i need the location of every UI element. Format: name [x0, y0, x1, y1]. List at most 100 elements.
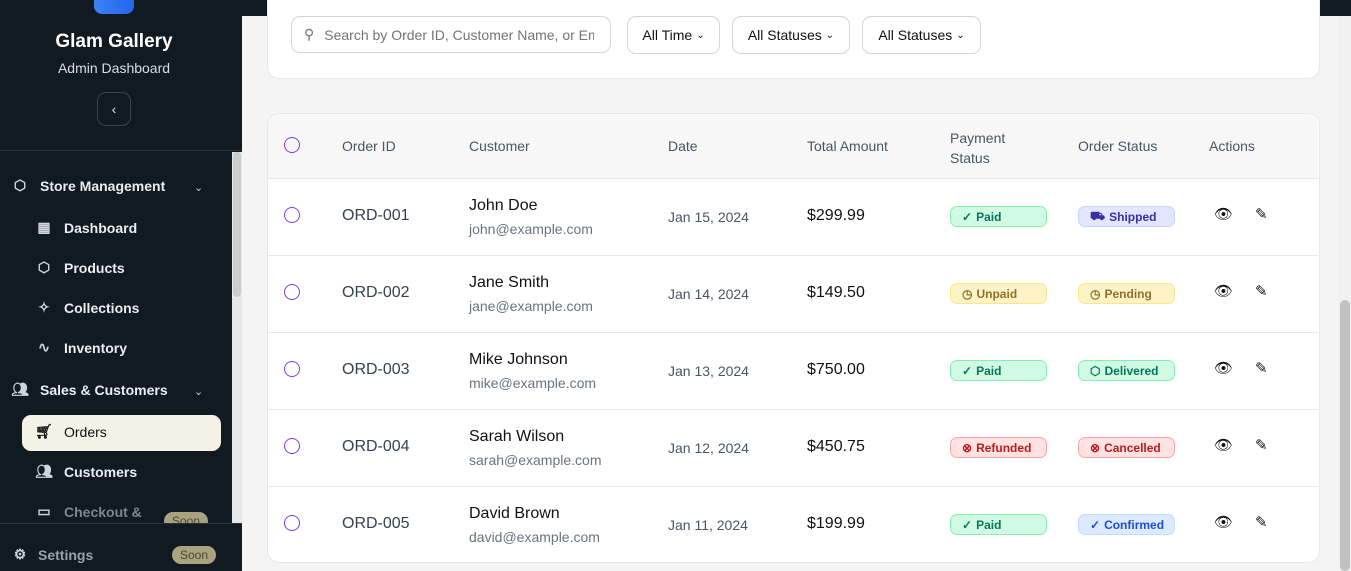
table-row[interactable]: ORD-002 Jane Smith jane@example.com Jan … — [268, 255, 1318, 332]
chevron-down-icon[interactable]: ⌄ — [194, 386, 204, 398]
brand-subtitle: Admin Dashboard — [57, 60, 171, 76]
customer-name: Mike Johnson — [469, 351, 568, 368]
box-icon: ⬡ — [13, 177, 27, 193]
search-input[interactable] — [324, 26, 595, 43]
sidebar-scrollbar[interactable] — [232, 152, 242, 524]
row-checkbox[interactable] — [284, 284, 300, 300]
edit-icon[interactable]: ✎ — [1255, 514, 1268, 531]
status-icon: ✓ — [962, 209, 973, 224]
badge-label: Delivered — [1104, 363, 1159, 378]
badge-label: Confirmed — [1104, 517, 1165, 532]
table-row[interactable]: ORD-005 David Brown david@example.com Ja… — [268, 486, 1318, 563]
sidebar-item-customers[interactable]: 👥︎ Customers — [34, 463, 137, 480]
nav-group-store-management[interactable]: ⬡ Store Management — [10, 177, 165, 194]
activity-icon: ∿ — [38, 339, 50, 355]
badge-label: Shipped — [1109, 209, 1157, 224]
row-checkbox[interactable] — [284, 438, 300, 454]
header-payment-status[interactable]: Payment Status — [950, 130, 1006, 166]
row-checkbox[interactable] — [284, 361, 300, 377]
row-checkbox[interactable] — [284, 207, 300, 223]
sidebar-item-settings[interactable]: ⚙ Settings — [10, 546, 94, 563]
edit-icon[interactable]: ✎ — [1255, 437, 1268, 454]
sparkles-icon: ✧ — [38, 299, 50, 315]
payment-status-filter-select[interactable]: All Statuses ⌄ — [732, 16, 850, 54]
view-eye-icon[interactable]: 👁︎ — [1214, 437, 1234, 454]
chevron-down-icon[interactable]: ⌄ — [194, 182, 204, 194]
order-id[interactable]: ORD-005 — [342, 515, 410, 532]
status-icon: ⬡ — [1090, 363, 1101, 378]
sidebar-item-collections[interactable]: ✧ Collections — [34, 299, 139, 316]
table-row[interactable]: ORD-001 John Doe john@example.com Jan 15… — [268, 178, 1318, 255]
status-icon: ✓ — [962, 363, 973, 378]
status-icon: ◷ — [962, 286, 973, 301]
brand-name: Glam Gallery — [55, 31, 173, 52]
badge-label: Paid — [976, 517, 1002, 532]
customer-name: John Doe — [469, 197, 538, 214]
header-total[interactable]: Total Amount — [807, 138, 888, 154]
table-header: Order ID Customer Date Total Amount Paym… — [268, 114, 1318, 178]
order-id[interactable]: ORD-003 — [342, 361, 410, 378]
select-value: All Statuses — [878, 27, 953, 43]
header-order-status[interactable]: Order Status — [1078, 138, 1158, 154]
header-order-id[interactable]: Order ID — [342, 138, 396, 154]
total-amount: $149.50 — [807, 284, 865, 301]
header-actions: Actions — [1209, 138, 1255, 154]
header-customer[interactable]: Customer — [469, 138, 530, 154]
sidebar-item-orders[interactable]: 🛒︎ Orders — [34, 423, 107, 440]
collapse-sidebar-button[interactable]: ‹ — [97, 92, 131, 126]
order-date: Jan 14, 2024 — [668, 286, 749, 302]
sidebar-item-checkout[interactable]: ▭ Checkout & — [34, 503, 141, 520]
order-date: Jan 15, 2024 — [668, 209, 749, 225]
row-checkbox[interactable] — [284, 515, 300, 531]
order-id[interactable]: ORD-001 — [342, 207, 410, 224]
sidebar: Glam Gallery Admin Dashboard ‹ ⬡ Store Ma… — [0, 0, 242, 571]
order-id[interactable]: ORD-004 — [342, 438, 410, 455]
order-date: Jan 11, 2024 — [668, 517, 748, 533]
order-date: Jan 12, 2024 — [668, 440, 749, 456]
view-eye-icon[interactable]: 👁︎ — [1214, 360, 1234, 377]
sidebar-item-inventory[interactable]: ∿ Inventory — [34, 339, 127, 356]
edit-icon[interactable]: ✎ — [1255, 360, 1268, 377]
payment-status-badge: ✓ Paid — [950, 360, 1047, 381]
view-eye-icon[interactable]: 👁︎ — [1214, 283, 1234, 300]
select-all-checkbox[interactable] — [284, 137, 300, 153]
payment-status-badge: ⊗ Refunded — [950, 437, 1047, 458]
order-status-badge: ◷ Pending — [1078, 283, 1175, 304]
chevron-down-icon: ⌄ — [956, 29, 965, 41]
customer-email: john@example.com — [469, 221, 593, 237]
page-scrollbar-thumb[interactable] — [1340, 300, 1350, 571]
table-row[interactable]: ORD-004 Sarah Wilson sarah@example.com J… — [268, 409, 1318, 486]
chevron-down-icon: ⌄ — [825, 29, 835, 41]
label: Collections — [64, 299, 140, 316]
badge-label: Refunded — [976, 440, 1032, 455]
customer-email: sarah@example.com — [469, 452, 602, 468]
table-row[interactable]: ORD-003 Mike Johnson mike@example.com Ja… — [268, 332, 1318, 409]
package-icon: ⬡ — [37, 259, 51, 275]
nav-group-label: Store Management — [40, 177, 166, 194]
nav-group-sales-customers[interactable]: 👥︎ Sales & Customers — [10, 381, 168, 398]
status-icon: ◷ — [1090, 286, 1101, 301]
edit-icon[interactable]: ✎ — [1255, 283, 1268, 300]
search-box[interactable]: ⚲ — [291, 16, 611, 53]
search-icon: ⚲ — [304, 26, 315, 42]
view-eye-icon[interactable]: 👁︎ — [1214, 514, 1234, 531]
sidebar-scrollbar-thumb[interactable] — [233, 152, 241, 297]
order-status-badge: ⛟ Shipped — [1078, 206, 1175, 227]
order-id[interactable]: ORD-002 — [342, 284, 410, 301]
users-icon: 👥︎ — [11, 381, 29, 397]
gear-icon: ⚙ — [13, 546, 27, 562]
select-value: All Time — [642, 27, 693, 43]
sidebar-item-products[interactable]: ⬡ Products — [34, 259, 125, 276]
header-date[interactable]: Date — [668, 138, 698, 154]
order-date: Jan 13, 2024 — [668, 363, 749, 379]
view-eye-icon[interactable]: 👁︎ — [1214, 206, 1234, 223]
edit-icon[interactable]: ✎ — [1255, 206, 1268, 223]
sidebar-item-dashboard[interactable]: ▦ Dashboard — [34, 219, 137, 236]
customer-email: david@example.com — [469, 529, 600, 545]
total-amount: $199.99 — [807, 515, 865, 532]
status-icon: ✓ — [1090, 517, 1101, 532]
time-filter-select[interactable]: All Time ⌄ — [627, 16, 720, 54]
payment-status-badge: ✓ Paid — [950, 206, 1047, 227]
order-status-filter-select[interactable]: All Statuses ⌄ — [862, 16, 981, 54]
status-icon: ⊗ — [962, 440, 973, 455]
